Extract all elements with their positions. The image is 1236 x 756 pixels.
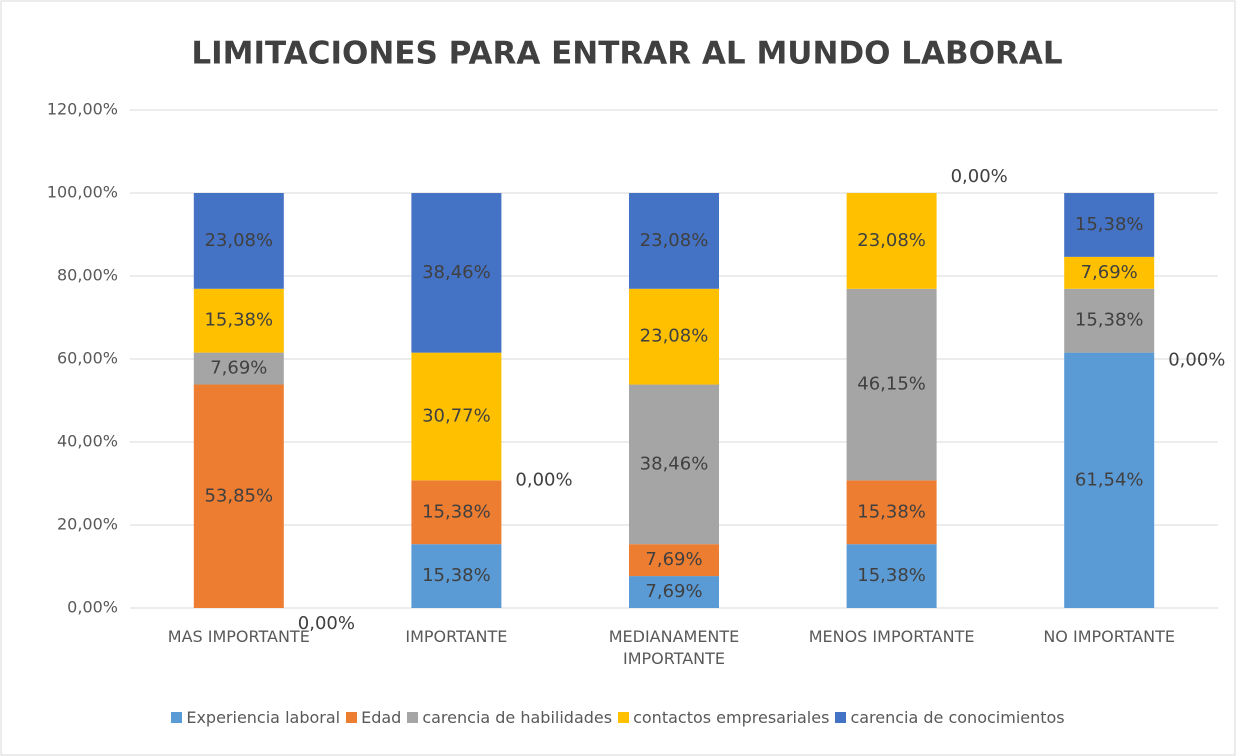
legend-item: Edad [346, 708, 401, 727]
bar-segment [629, 384, 719, 545]
data-label: 15,38% [422, 501, 491, 522]
data-label: 7,69% [1081, 262, 1138, 283]
bar-segment [629, 544, 719, 577]
data-label: 15,38% [1075, 310, 1144, 331]
data-label: 30,77% [422, 405, 491, 426]
data-label: 61,54% [1075, 469, 1144, 490]
bar-segment [1064, 352, 1155, 608]
data-label: 23,08% [204, 230, 273, 251]
bar-segment [846, 480, 937, 545]
legend-item: contactos empresariales [618, 708, 829, 727]
data-label: 0,00% [298, 613, 355, 634]
y-tick-label: 120,00% [47, 100, 118, 119]
legend-label: Experiencia laboral [186, 708, 341, 727]
y-tick-label: 60,00% [57, 349, 118, 368]
data-label: 38,46% [422, 262, 491, 283]
x-tick-label: IMPORTANTE [405, 627, 508, 646]
data-label: 7,69% [645, 581, 702, 602]
data-label: 15,38% [857, 501, 926, 522]
data-label: 7,69% [645, 549, 702, 570]
legend-label: carencia de conocimientos [850, 708, 1065, 727]
legend-item: carencia de conocimientos [835, 708, 1065, 727]
bar-segment [411, 352, 502, 481]
data-label: 15,38% [204, 310, 273, 331]
data-label: 0,00% [515, 469, 572, 490]
bar-segment [411, 480, 502, 545]
legend-swatch [618, 712, 630, 723]
bar-segment [411, 544, 502, 608]
y-tick-label: 100,00% [47, 183, 118, 202]
data-label: 38,46% [640, 453, 709, 474]
legend-swatch [407, 712, 419, 723]
x-tick-label: MEDIANAMENTE IMPORTANTE [608, 627, 740, 668]
bar-segment [193, 352, 284, 385]
bar-segment [846, 544, 937, 608]
data-label: 23,08% [640, 326, 709, 347]
bar-segment [193, 288, 284, 353]
data-label: 7,69% [210, 358, 267, 379]
legend: Experiencia laboral Edad carencia de habil… [0, 708, 1236, 727]
data-label: 0,00% [1168, 350, 1225, 371]
data-label: 15,38% [857, 565, 926, 586]
legend-item: carencia de habilidades [407, 708, 612, 727]
x-tick-label: MENOS IMPORTANTE [808, 627, 975, 646]
data-label: 23,08% [640, 230, 709, 251]
bar-segment [1064, 193, 1155, 257]
bar-segment [193, 384, 284, 608]
y-tick-label: 80,00% [57, 266, 118, 285]
legend-label: carencia de habilidades [422, 708, 613, 727]
y-tick-label: 20,00% [57, 515, 118, 534]
legend-swatch [835, 712, 847, 723]
data-label: 15,38% [422, 565, 491, 586]
bar-segment [1064, 256, 1155, 289]
data-label: 53,85% [204, 485, 273, 506]
legend-item: Experiencia laboral [171, 708, 340, 727]
chart-title: LIMITACIONES PARA ENTRAR AL MUNDO LABORA… [191, 36, 1062, 72]
bar-segment [846, 288, 937, 481]
bar-segment [846, 193, 937, 289]
bar-segment [629, 576, 719, 608]
y-tick-label: 40,00% [57, 432, 118, 451]
legend-label: Edad [361, 708, 402, 727]
y-tick-label: 0,00% [67, 598, 118, 617]
bar-segment [193, 193, 284, 289]
data-label: 46,15% [857, 374, 926, 395]
bar-segment [629, 288, 719, 385]
legend-label: contactos empresariales [633, 708, 830, 727]
data-label: 0,00% [951, 166, 1008, 187]
bar-segment [629, 193, 719, 289]
x-tick-label: MAS IMPORTANTE [167, 627, 310, 646]
legend-swatch [171, 712, 183, 723]
data-label: 23,08% [857, 230, 926, 251]
x-tick-label: NO IMPORTANTE [1043, 627, 1176, 646]
bar-segment [411, 193, 502, 353]
bar-segment [1064, 288, 1155, 353]
legend-swatch [346, 712, 358, 723]
data-label: 15,38% [1075, 214, 1144, 235]
